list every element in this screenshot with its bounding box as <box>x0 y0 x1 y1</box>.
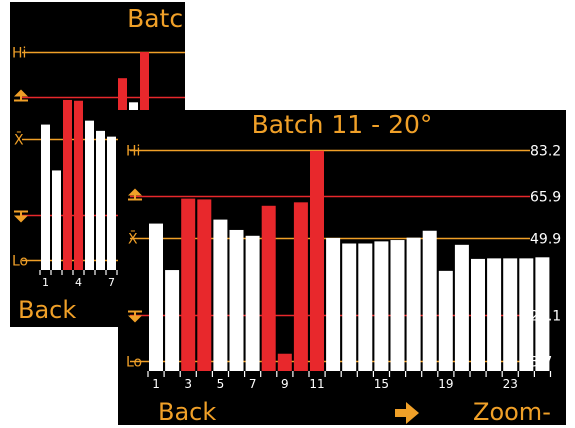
hi-label: Hi <box>12 46 26 62</box>
lo-label: Lo <box>12 254 28 270</box>
chart-bar <box>535 257 550 371</box>
x-tick-label: 5 <box>217 377 225 391</box>
x-tick-label: 23 <box>503 377 518 391</box>
x-tick-label: 1 <box>152 377 160 391</box>
chart-bar <box>149 223 163 371</box>
chart-bar <box>63 99 72 270</box>
chart-bar <box>107 136 116 270</box>
lo-label: Lo <box>126 355 142 371</box>
chart-bar <box>52 170 61 270</box>
page-title: Batch 11 - 20° <box>251 110 433 139</box>
chart-bar <box>422 230 437 371</box>
chart-bar <box>358 243 373 371</box>
chart-bar <box>438 270 453 371</box>
back-button[interactable]: Back <box>158 398 217 425</box>
arrow-right-icon[interactable] <box>392 400 422 425</box>
lower-limit-icon <box>14 210 28 223</box>
chart-bar <box>519 258 534 371</box>
lower-limit-icon <box>128 310 142 323</box>
reference-value-label: 83.2 <box>530 144 561 160</box>
chart-bar <box>74 100 83 270</box>
chart-bar <box>229 229 244 371</box>
chart-bar <box>197 199 212 371</box>
chart-bar <box>41 124 50 270</box>
chart-bar <box>181 198 196 371</box>
back-screen-back-label: Back <box>18 296 77 324</box>
chart-bar <box>342 243 357 371</box>
chart-bar <box>374 241 389 371</box>
reference-value-label: 3.7 <box>530 355 552 371</box>
mean-label: X̄ <box>14 131 24 149</box>
reference-value-label: 49.9 <box>530 232 561 248</box>
upper-limit-icon <box>128 188 142 201</box>
chart-bar <box>85 120 94 270</box>
reference-value-label: 21.1 <box>530 309 561 325</box>
back-screen-title: Batch 11 - 20° <box>127 4 185 33</box>
chart-bar <box>406 237 421 371</box>
x-tick-label: 7 <box>108 276 115 289</box>
chart-bar <box>165 270 180 371</box>
chart-bar <box>310 150 324 371</box>
front-screen: Batch 11 - 20° Hi X̄ Lo 83.2 65.9 49.9 21.1 3.7… <box>118 110 566 425</box>
chart-bar <box>390 240 405 371</box>
bar-chart: Hi X̄ Lo 83.2 65.9 49.9 21.1 3.7 1 3 5 7 9 11 15 19 23 <box>126 144 561 392</box>
x-tick-label: 1 <box>42 276 49 289</box>
x-tick-label: 4 <box>75 276 82 289</box>
x-tick-label: 11 <box>309 377 324 391</box>
reference-value-label: 65.9 <box>530 190 561 206</box>
x-tick-label: 19 <box>438 377 453 391</box>
x-tick-label: 15 <box>374 377 389 391</box>
x-tick-label: 9 <box>281 377 289 391</box>
x-tick-label: 3 <box>184 377 192 391</box>
upper-limit-icon <box>14 89 28 102</box>
hi-label: Hi <box>126 144 140 160</box>
x-tick-label: 7 <box>249 377 257 391</box>
chart-bar <box>454 244 469 371</box>
chart-bar <box>293 202 308 371</box>
chart-bar <box>326 237 341 371</box>
chart-bar <box>96 130 105 270</box>
zoom-out-button[interactable]: Zoom- <box>473 398 551 425</box>
chart-bar <box>277 353 292 371</box>
chart-bar <box>487 258 502 371</box>
chart-bar <box>245 235 260 371</box>
mean-label: X̄ <box>128 230 138 248</box>
chart-bar <box>503 258 518 371</box>
chart-bar <box>471 258 485 371</box>
chart-bar <box>213 219 228 371</box>
chart-bar <box>261 205 276 371</box>
